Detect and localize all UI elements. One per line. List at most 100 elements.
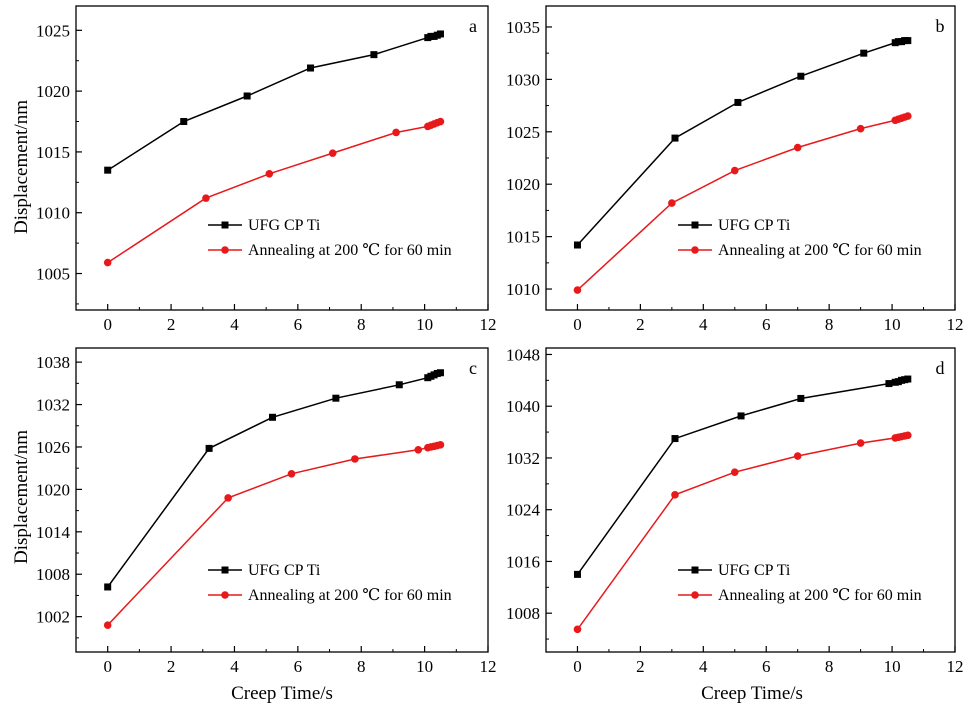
data-point-annealed (287, 470, 296, 478)
x-tick-label: 8 (357, 315, 366, 334)
x-tick-label: 2 (636, 657, 645, 676)
data-point-annealed (436, 441, 445, 449)
data-point-ufg (904, 375, 912, 383)
data-point-ufg (436, 30, 444, 38)
data-point-ufg (205, 444, 213, 452)
legend-label: Annealing at 200 ℃ for 60 min (248, 242, 452, 259)
data-point-ufg (860, 49, 868, 57)
x-tick-label: 0 (573, 657, 582, 676)
legend-marker (221, 246, 229, 254)
data-point-annealed (392, 128, 400, 137)
data-point-annealed (103, 621, 112, 629)
x-tick-label: 8 (825, 315, 834, 334)
legend-marker (691, 246, 699, 254)
chart-panel-d: 0 2 4 6 8 10 12 1008 1016 1024 1032 1040 1048 UFG CP … (506, 345, 963, 676)
y-tick-label: 1010 (506, 280, 540, 299)
y-tick-label: 1020 (36, 480, 70, 499)
panel-label: c (469, 358, 477, 378)
data-point-ufg (370, 51, 378, 59)
data-point-ufg (243, 92, 251, 100)
legend-marker (691, 591, 699, 599)
y-tick-label: 1015 (506, 228, 540, 247)
x-tick-label: 10 (416, 315, 433, 334)
data-point-ufg (734, 98, 742, 106)
data-point-annealed (793, 143, 802, 152)
x-tick-label: 4 (699, 657, 708, 676)
legend-label: Annealing at 200 ℃ for 60 min (248, 587, 452, 604)
y-tick-label: 1015 (36, 143, 70, 162)
data-point-ufg (104, 166, 112, 174)
data-point-annealed (730, 166, 739, 175)
legend-label: Annealing at 200 ℃ for 60 min (718, 242, 922, 259)
x-tick-label: 12 (480, 315, 497, 334)
data-point-ufg (307, 64, 315, 72)
data-point-ufg (573, 570, 581, 578)
y-tick-label: 1026 (36, 438, 70, 457)
data-point-annealed (224, 494, 232, 502)
data-point-ufg (737, 412, 745, 420)
y-tick-label: 1032 (506, 449, 540, 468)
x-tick-label: 4 (699, 315, 708, 334)
legend-marker (221, 566, 229, 574)
x-tick-label: 8 (825, 657, 834, 676)
legend-marker (691, 566, 699, 574)
x-tick-label: 10 (884, 315, 901, 334)
x-tick-label: 2 (636, 315, 645, 334)
x-tick-label: 12 (947, 315, 963, 334)
y-tick-label: 1025 (506, 123, 540, 142)
panel-label: b (936, 16, 945, 36)
y-tick-label: 1035 (506, 18, 540, 37)
chart-panel-a: 0 2 4 6 8 10 12 1005 1010 1015 1020 1025 UFG CP Ti An… (36, 5, 497, 334)
y-tick-label: 1038 (36, 353, 70, 372)
data-point-annealed (436, 117, 445, 126)
legend-label: UFG CP Ti (248, 217, 321, 234)
x-tick-label: 6 (294, 315, 303, 334)
data-point-annealed (671, 491, 679, 499)
y-tick-label: 1010 (36, 204, 70, 223)
data-point-annealed (856, 124, 865, 133)
x-tick-label: 8 (357, 657, 366, 676)
data-point-ufg (797, 72, 805, 80)
plot-frame (75, 5, 489, 311)
x-tick-label: 6 (294, 657, 303, 676)
y-tick-label: 1002 (36, 608, 70, 627)
x-tick-label: 6 (762, 315, 771, 334)
x-tick-label: 10 (416, 657, 433, 676)
y-tick-label: 1040 (506, 397, 540, 416)
data-point-annealed (730, 468, 739, 476)
x-tick-label: 0 (573, 315, 582, 334)
legend-label: UFG CP Ti (718, 217, 791, 234)
data-point-annealed (351, 455, 359, 463)
data-point-annealed (573, 625, 582, 634)
panel-label: a (469, 16, 477, 36)
y-tick-label: 1005 (36, 265, 70, 284)
data-point-ufg (797, 394, 805, 402)
data-point-ufg (180, 118, 188, 126)
data-point-ufg (436, 369, 444, 377)
chart-panel-c: 0 2 4 6 8 10 12 1002 1008 1014 1020 1026 1032 1038 UFG… (36, 347, 497, 676)
legend-marker (691, 221, 699, 229)
x-tick-label: 6 (762, 657, 771, 676)
x-tick-label: 10 (884, 657, 901, 676)
y-tick-label: 1008 (506, 604, 540, 623)
x-axis-title-left: Creep Time/s (231, 683, 333, 704)
legend-marker (221, 591, 229, 599)
plot-frame (75, 347, 489, 653)
y-tick-label: 1014 (36, 523, 71, 542)
data-point-annealed (668, 199, 676, 207)
x-tick-label: 2 (167, 657, 176, 676)
y-tick-label: 1024 (506, 501, 541, 520)
data-point-ufg (104, 583, 112, 591)
x-tick-label: 12 (947, 657, 963, 676)
legend-label: UFG CP Ti (718, 562, 791, 579)
data-point-ufg (395, 381, 403, 389)
data-point-annealed (856, 439, 865, 447)
y-axis-title-top: Displacement/nm (11, 100, 32, 234)
x-tick-label: 2 (167, 315, 176, 334)
y-tick-label: 1025 (36, 21, 70, 40)
data-point-ufg (671, 134, 679, 142)
x-tick-label: 0 (103, 315, 112, 334)
x-tick-label: 4 (230, 657, 239, 676)
